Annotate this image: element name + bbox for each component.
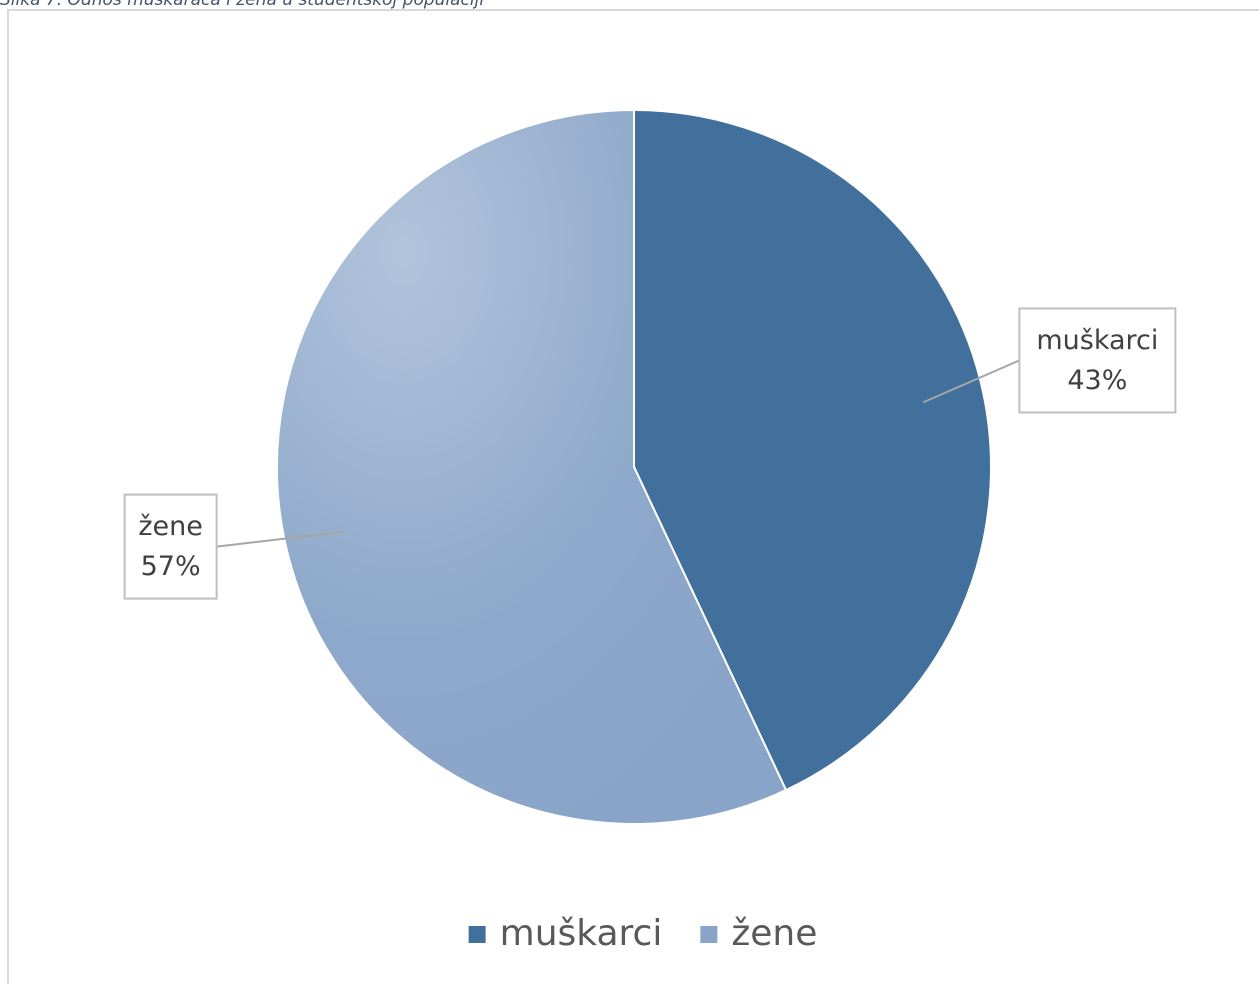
data-label-value: 57%: [141, 551, 201, 582]
chart-frame: [7, 9, 1259, 984]
slice-shading: [277, 110, 787, 824]
leader-line: [922, 359, 1020, 404]
legend-label: žene: [731, 913, 817, 954]
data-label-box: [1018, 307, 1177, 414]
data-label-value: 43%: [1067, 365, 1127, 396]
data-label-category: žene: [138, 511, 203, 542]
legend: muškarci žene: [468, 913, 817, 954]
data-label-box: [123, 493, 218, 600]
legend-swatch: [468, 926, 486, 943]
chart-title: Slika 7. Odnos muškaraca i žena u studen…: [0, 0, 484, 10]
leader-line: [216, 530, 345, 548]
legend-label: muškarci: [500, 913, 663, 954]
data-label-category: muškarci: [1036, 325, 1158, 356]
legend-swatch: [700, 926, 718, 943]
pie-slice: [633, 108, 992, 792]
